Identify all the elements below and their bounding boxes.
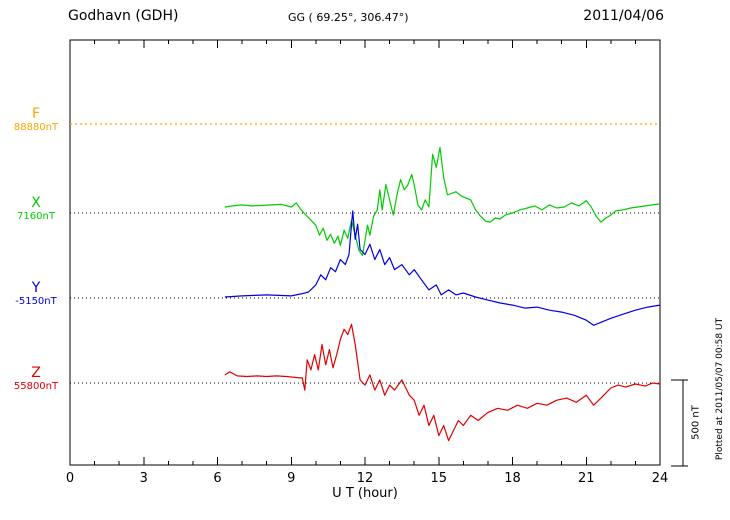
component-label-x: X bbox=[31, 195, 41, 211]
component-base-x: 7160nT bbox=[17, 211, 55, 222]
trace-x bbox=[224, 146, 661, 257]
component-base-z: 55800nT bbox=[13, 381, 59, 392]
scale-bar-label: 500 nT bbox=[690, 405, 702, 440]
component-label-z: Z bbox=[31, 365, 41, 381]
x-axis-label: U T (hour) bbox=[332, 486, 398, 501]
station-title: Godhavn (GDH) bbox=[68, 8, 179, 24]
x-tick-label: 6 bbox=[213, 471, 221, 486]
x-tick-label: 21 bbox=[578, 471, 595, 486]
component-label-block-f: F 88880nT bbox=[4, 106, 68, 134]
x-tick-label: 0 bbox=[66, 471, 74, 486]
component-label-block-z: Z 55800nT bbox=[4, 365, 68, 393]
component-label-block-y: Y -5150nT bbox=[4, 280, 68, 308]
x-tick-label: 24 bbox=[652, 471, 669, 486]
x-tick-label: 12 bbox=[357, 471, 374, 486]
plot-frame bbox=[69, 39, 661, 466]
component-label-y: Y bbox=[31, 280, 41, 296]
date-label: 2011/04/06 bbox=[583, 8, 664, 24]
component-base-y: -5150nT bbox=[15, 296, 57, 307]
x-tick-label: 9 bbox=[287, 471, 295, 486]
trace-y bbox=[224, 210, 661, 326]
x-tick-label: 18 bbox=[504, 471, 521, 486]
plotted-at-note: Plotted at 2011/05/07 00:58 UT bbox=[715, 317, 725, 461]
component-label-f: F bbox=[31, 106, 41, 122]
x-tick-label: 3 bbox=[140, 471, 148, 486]
component-label-block-x: X 7160nT bbox=[4, 195, 68, 223]
trace-z bbox=[224, 323, 661, 442]
component-base-f: 88880nT bbox=[13, 122, 59, 133]
x-tick-label: 15 bbox=[430, 471, 447, 486]
coordinates-label: GG ( 69.25°, 306.47°) bbox=[288, 11, 409, 24]
